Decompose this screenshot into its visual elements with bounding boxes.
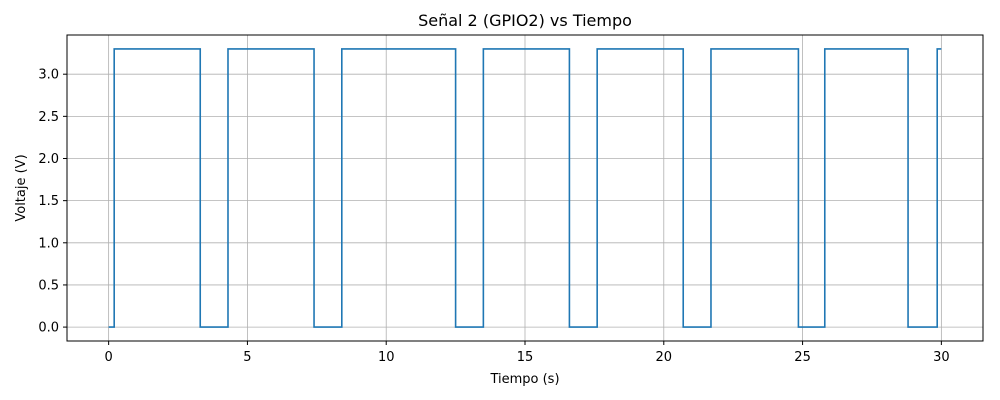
x-axis-label: Tiempo (s) bbox=[489, 372, 559, 387]
x-tick-label: 5 bbox=[243, 350, 251, 365]
y-tick-label: 1.0 bbox=[38, 236, 59, 251]
x-tick-label: 10 bbox=[378, 350, 395, 365]
y-tick-label: 2.0 bbox=[38, 152, 59, 167]
x-tick-label: 25 bbox=[794, 350, 811, 365]
y-tick-label: 0.0 bbox=[38, 321, 59, 336]
y-axis-label: Voltaje (V) bbox=[14, 154, 29, 221]
x-tick-label: 20 bbox=[656, 350, 673, 365]
y-tick-label: 1.5 bbox=[38, 194, 59, 209]
signal-line-series bbox=[108, 48, 942, 328]
y-tick-label: 2.5 bbox=[38, 110, 59, 125]
x-tick-label: 15 bbox=[517, 350, 534, 365]
x-axis-ticks: 0 5 10 15 20 25 30 bbox=[104, 341, 950, 365]
y-axis-ticks: 0.0 0.5 1.0 1.5 2.0 2.5 3.0 bbox=[38, 68, 67, 336]
grid-lines bbox=[67, 35, 983, 341]
chart-title: Señal 2 (GPIO2) vs Tiempo bbox=[418, 11, 632, 30]
y-tick-label: 0.5 bbox=[38, 278, 59, 293]
x-tick-label: 30 bbox=[933, 350, 950, 365]
x-tick-label: 0 bbox=[104, 350, 112, 365]
series-layer bbox=[108, 48, 942, 328]
y-tick-label: 3.0 bbox=[38, 68, 59, 83]
